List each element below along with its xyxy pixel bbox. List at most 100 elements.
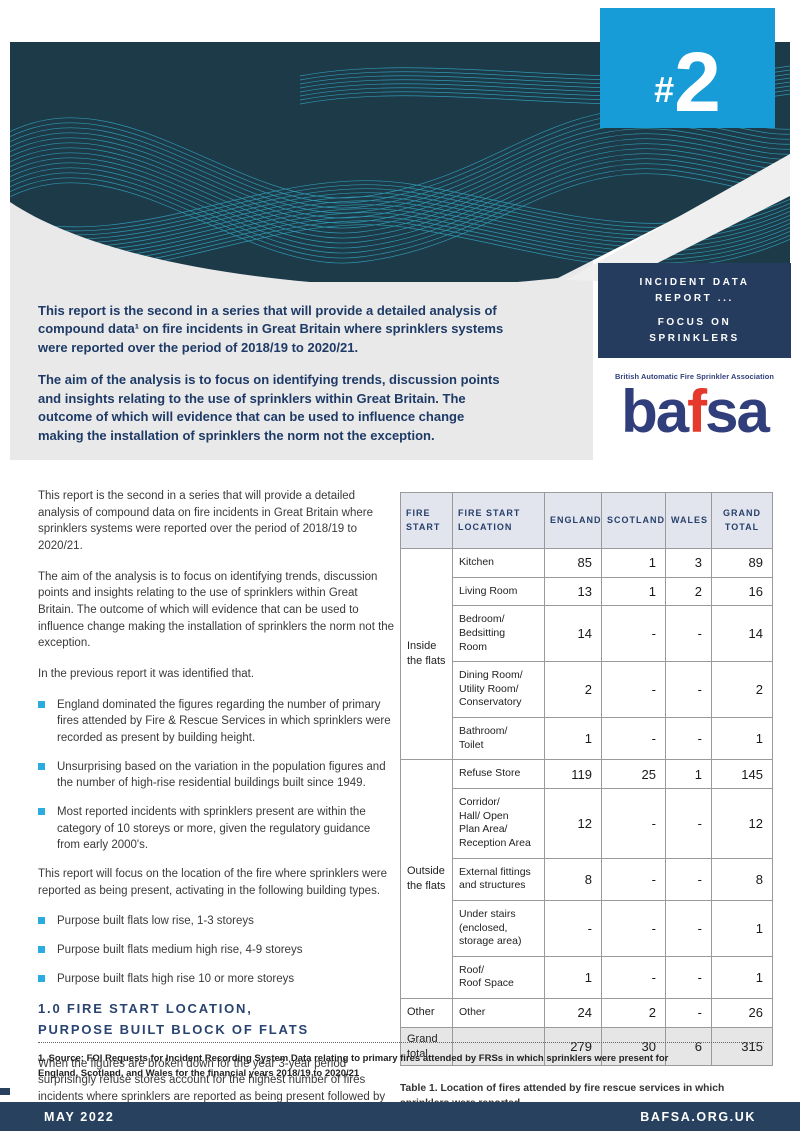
bullet-item: Purpose built flats medium high rise, 4-… xyxy=(38,942,395,959)
cell-total: 1 xyxy=(711,955,773,1000)
cell-england: 1 xyxy=(544,717,602,761)
bafsa-logo: British Automatic Fire Sprinkler Associa… xyxy=(598,366,791,458)
table-row: Bathroom/ Toilet 1 - - 1 xyxy=(401,717,773,761)
table-row: Inside the flats Kitchen 85 1 3 89 xyxy=(400,547,773,761)
cell-england: 119 xyxy=(544,759,602,790)
bullet-text: Most reported incidents with sprinklers … xyxy=(57,806,371,852)
cell-total: 1 xyxy=(711,717,773,761)
mesh-wave-graphic xyxy=(10,42,790,282)
col-england: ENGLAND xyxy=(544,492,602,549)
cell-scotland: - xyxy=(601,788,666,859)
table-column: FIRE START FIRE START LOCATION ENGLAND S… xyxy=(400,492,773,1111)
table-row: Outside the flats Refuse Store 119 25 1 … xyxy=(400,759,773,1000)
logo-tagline: British Automatic Fire Sprinkler Associa… xyxy=(614,372,775,381)
bullet-square-icon xyxy=(38,700,45,708)
cell-england: - xyxy=(544,899,602,957)
cell-location: Other xyxy=(452,998,545,1028)
bullet-square-icon xyxy=(38,808,45,816)
table-row: External fittings and structures 8 - - 8 xyxy=(401,857,773,901)
cell-total: 14 xyxy=(711,605,773,663)
table-row: Under stairs (enclosed, storage area) - … xyxy=(401,899,773,957)
body-paragraph-2: The aim of the analysis is to focus on i… xyxy=(38,570,395,650)
article-column: This report is the second in a series th… xyxy=(38,488,395,1131)
bullet-item: Purpose built flats high rise 10 or more… xyxy=(38,971,395,988)
group-inside-flats: Inside the flats xyxy=(400,547,453,761)
cell-scotland: 1 xyxy=(601,548,666,578)
cell-england: 1 xyxy=(544,955,602,1000)
bullet-square-icon xyxy=(38,917,45,925)
cell-scotland: 25 xyxy=(601,759,666,790)
bullet-text: England dominated the figures regarding … xyxy=(57,698,391,745)
cell-location: Bedroom/ Bedsitting Room xyxy=(452,605,545,663)
cell-scotland: - xyxy=(601,717,666,761)
intro-paragraph-1: This report is the second in a series th… xyxy=(38,303,504,355)
group-outside-flats: Outside the flats xyxy=(400,759,453,1000)
cell-england: 12 xyxy=(544,788,602,859)
cell-wales: - xyxy=(665,955,712,1000)
cell-england: 24 xyxy=(544,998,602,1028)
col-grand-total: GRAND TOTAL xyxy=(711,492,773,549)
cell-location: Bathroom/ Toilet xyxy=(452,717,545,761)
col-fire-start-location: FIRE START LOCATION xyxy=(452,492,545,549)
cell-wales: 1 xyxy=(665,759,712,790)
body-paragraph-4: This report will focus on the location o… xyxy=(38,868,387,897)
cell-location: Living Room xyxy=(452,576,545,607)
cell-total: 8 xyxy=(711,857,773,901)
issue-hash: # xyxy=(654,69,675,110)
cell-total: 16 xyxy=(711,576,773,607)
bullet-square-icon xyxy=(38,946,45,954)
cell-location: Roof/ Roof Space xyxy=(452,955,545,1000)
cell-location: External fittings and structures xyxy=(452,857,545,901)
footer-date: MAY 2022 xyxy=(44,1109,115,1124)
footnote: 1. Source: FOI Requests for Incident Rec… xyxy=(38,1042,764,1081)
bullet-square-icon xyxy=(38,974,45,982)
table-row: Bedroom/ Bedsitting Room 14 - - 14 xyxy=(401,605,773,663)
cell-england: 8 xyxy=(544,857,602,901)
cell-scotland: 2 xyxy=(601,998,666,1028)
cell-empty xyxy=(452,1026,545,1067)
bullet-text: Purpose built flats low rise, 1-3 storey… xyxy=(57,915,254,928)
table-row: Roof/ Roof Space 1 - - 1 xyxy=(401,955,773,1000)
cell-england: 85 xyxy=(544,548,602,578)
col-scotland: SCOTLAND xyxy=(601,492,666,549)
bullet-item: England dominated the figures regarding … xyxy=(38,697,395,747)
cell-wales: - xyxy=(665,857,712,901)
bullet-text: Purpose built flats high rise 10 or more… xyxy=(57,972,295,985)
issue-number: 2 xyxy=(674,35,721,130)
kicker-line-2: FOCUS ON SPRINKLERS xyxy=(649,317,740,344)
cell-scotland: - xyxy=(601,605,666,663)
logo-wordmark: bafsa xyxy=(598,382,791,442)
grand-total-label: Grand total xyxy=(400,1026,453,1067)
table-row: Living Room 13 1 2 16 xyxy=(401,576,773,607)
table-row: Other Other 24 2 - 26 xyxy=(400,998,773,1028)
bullet-text: Purpose built flats medium high rise, 4-… xyxy=(57,944,303,957)
logo-part-sa: sa xyxy=(705,378,770,445)
cell-england: 2 xyxy=(544,661,602,719)
footer-bar: MAY 2022 BAFSA.ORG.UK xyxy=(0,1102,800,1131)
body-paragraph-3: In the previous report it was identified… xyxy=(38,668,255,681)
cell-grand-total: 315 xyxy=(711,1026,773,1067)
bullet-item: Unsurprising based on the variation in t… xyxy=(38,759,395,792)
cell-england-total: 279 xyxy=(544,1026,602,1067)
cell-location: Corridor/ Hall/ Open Plan Area/ Receptio… xyxy=(452,788,545,859)
footer-website: BAFSA.ORG.UK xyxy=(640,1109,756,1124)
cell-total: 2 xyxy=(711,661,773,719)
logo-part-ba: ba xyxy=(621,378,689,445)
cell-location: Kitchen xyxy=(452,548,545,578)
footer-edge-dash xyxy=(0,1088,10,1095)
col-wales: WALES xyxy=(665,492,712,549)
cell-scotland: - xyxy=(601,661,666,719)
cell-wales: - xyxy=(665,788,712,859)
cell-wales: 2 xyxy=(665,576,712,607)
section-heading: 1.0 FIRE START LOCATION, PURPOSE BUILT B… xyxy=(38,1001,309,1037)
header-banner xyxy=(10,42,790,282)
cell-england: 14 xyxy=(544,605,602,663)
col-fire-start: FIRE START xyxy=(400,492,453,549)
bullet-text: Unsurprising based on the variation in t… xyxy=(57,760,386,790)
bullet-item: Most reported incidents with sprinklers … xyxy=(38,804,395,854)
cell-wales: 3 xyxy=(665,548,712,578)
cell-location: Refuse Store xyxy=(452,759,545,790)
cell-scotland: - xyxy=(601,899,666,957)
group-other: Other xyxy=(400,998,453,1028)
